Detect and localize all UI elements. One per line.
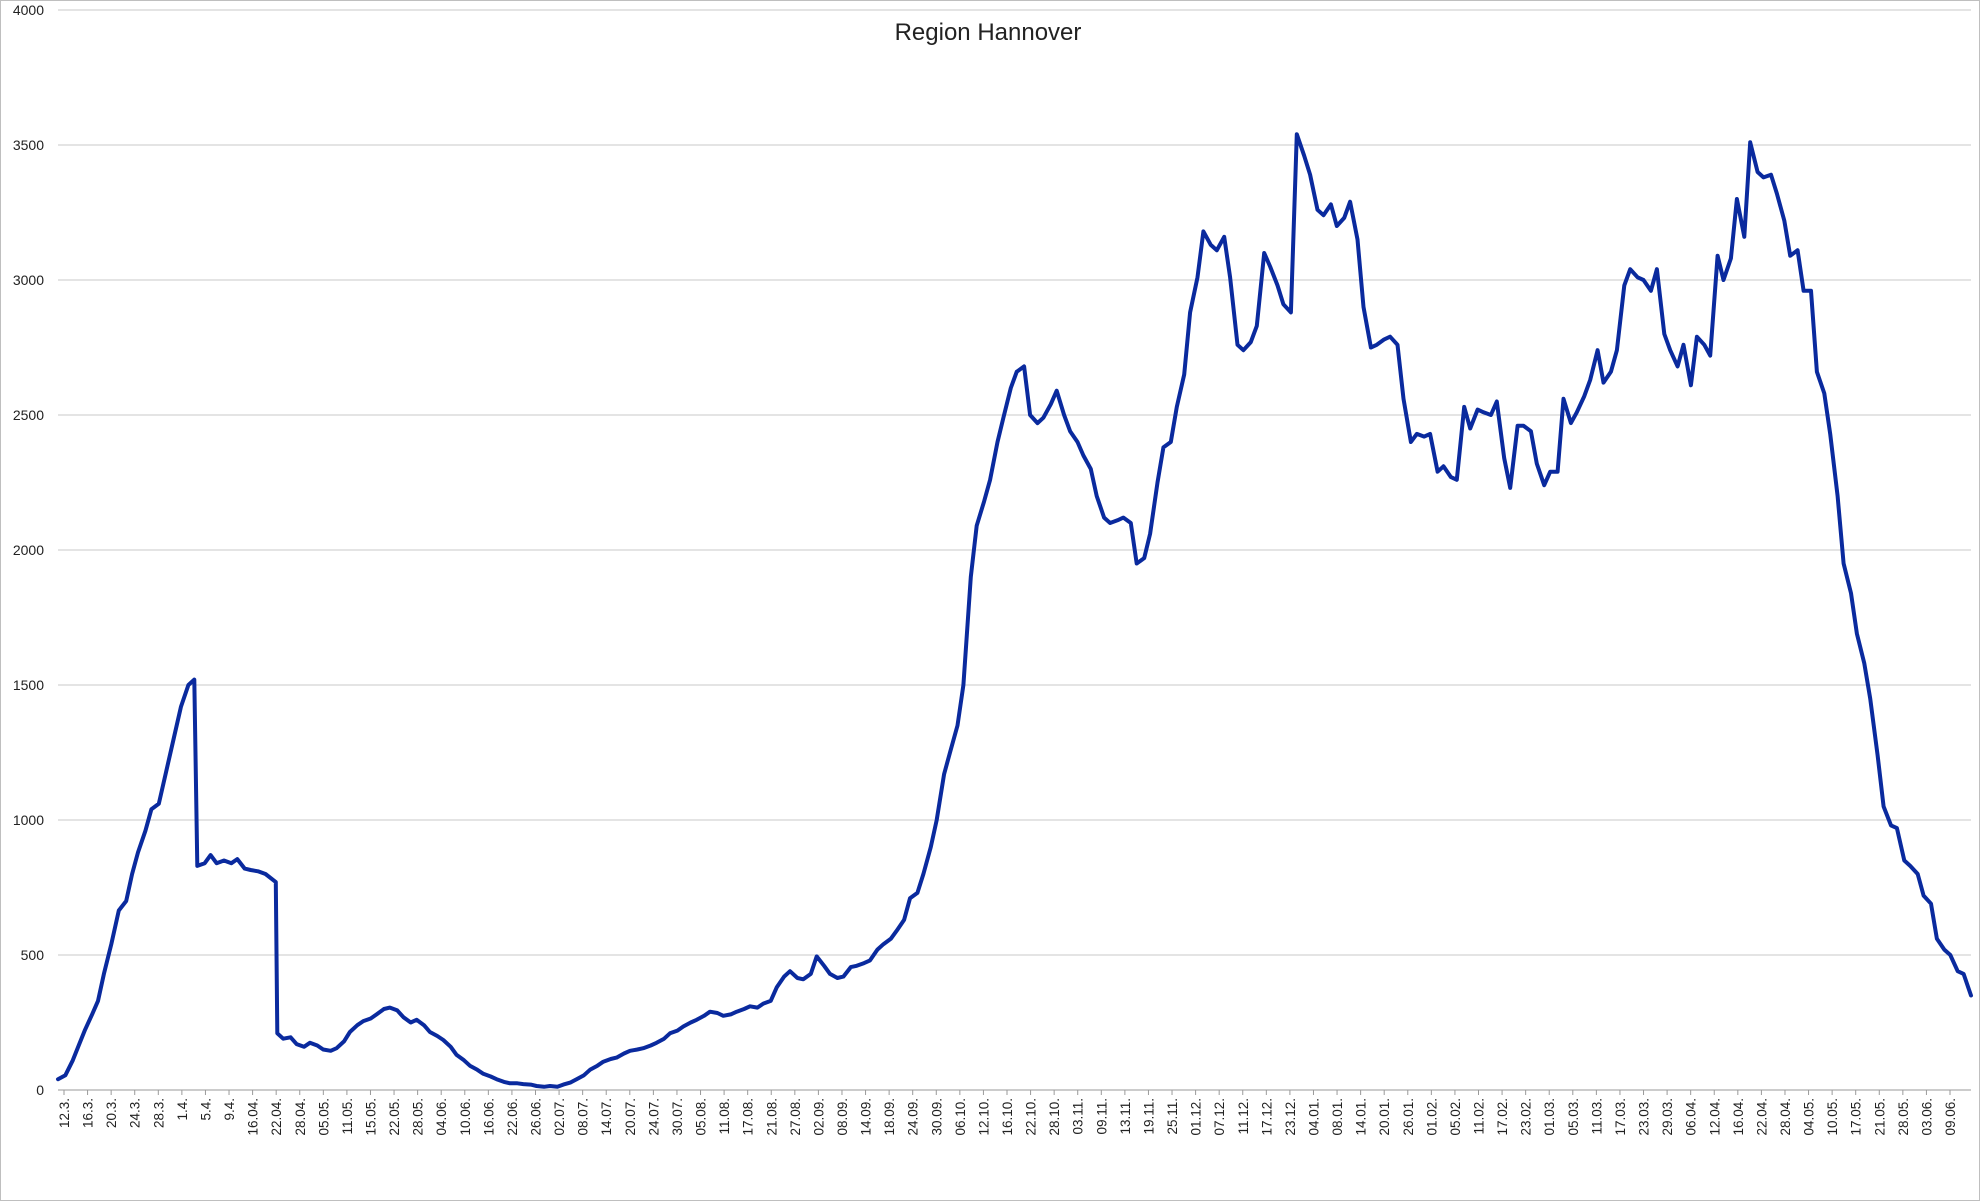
x-tick-label: 17.05. (1849, 1098, 1864, 1136)
x-tick-label: 16.04. (246, 1098, 261, 1136)
x-tick-label: 22.05. (387, 1098, 402, 1136)
x-tick-label: 19.11. (1141, 1098, 1156, 1135)
x-tick-label: 28.04. (1778, 1098, 1793, 1136)
x-tick-label: 06.10. (953, 1098, 968, 1136)
series-line (56, 132, 1973, 1089)
x-tick-label: 27.08. (788, 1098, 803, 1136)
x-tick-label: 15.05. (363, 1098, 378, 1136)
y-tick-label: 4000 (13, 2, 44, 18)
x-tick-label: 02.09. (811, 1098, 826, 1136)
x-tick-label: 14.09. (859, 1098, 874, 1136)
x-tick-label: 01.12. (1189, 1098, 1204, 1136)
x-tick-label: 04.05. (1802, 1098, 1817, 1136)
x-tick-label: 16.04. (1731, 1098, 1746, 1136)
x-tick-label: 11.12. (1236, 1098, 1251, 1135)
x-tick-label: 21.05. (1872, 1098, 1887, 1136)
x-tick-label: 08.01. (1330, 1098, 1345, 1136)
x-tick-label: 17.02. (1495, 1098, 1510, 1136)
series-group (56, 132, 1973, 1089)
x-tick-label: 16.10. (1000, 1098, 1015, 1136)
y-axis-ticks: 0 500 1000 1500 2000 2500 3000 3500 4000 (13, 2, 44, 1098)
x-tick-label: 29.03. (1660, 1098, 1675, 1136)
x-tick-label: 04.01. (1306, 1098, 1321, 1136)
x-tick-label: 22.06. (505, 1098, 520, 1136)
y-tick-label: 500 (21, 947, 45, 963)
x-tick-label: 03.11. (1071, 1098, 1086, 1135)
x-tick-label: 07.12. (1212, 1098, 1227, 1136)
x-tick-label: 09.06. (1943, 1098, 1958, 1136)
x-tick-label: 04.06. (434, 1098, 449, 1136)
x-tick-label: 22.04. (269, 1098, 284, 1136)
x-tick-label: 02.07. (552, 1098, 567, 1136)
x-tick-label: 22.10. (1024, 1098, 1039, 1136)
x-tick-label: 1.4. (175, 1098, 190, 1121)
x-tick-label: 05.02. (1448, 1098, 1463, 1136)
x-tick-label: 01.02. (1424, 1098, 1439, 1136)
x-tick-label: 23.12. (1283, 1098, 1298, 1136)
x-tick-label: 28.04. (293, 1098, 308, 1136)
x-tick-label: 05.05. (316, 1098, 331, 1136)
x-tick-label: 12.10. (976, 1098, 991, 1136)
x-tick-label: 17.03. (1613, 1098, 1628, 1136)
y-tick-label: 2000 (13, 542, 44, 558)
x-tick-label: 21.08. (764, 1098, 779, 1136)
x-tick-label: 24.3. (128, 1098, 143, 1128)
y-tick-label: 3000 (13, 272, 44, 288)
y-tick-label: 3500 (13, 137, 44, 153)
y-tick-label: 1500 (13, 677, 44, 693)
x-tick-label: 11.05. (340, 1098, 355, 1135)
y-tick-label: 0 (36, 1082, 44, 1098)
x-tick-label: 28.10. (1047, 1098, 1062, 1136)
x-tick-label: 12.04. (1707, 1098, 1722, 1136)
x-tick-label: 01.03. (1542, 1098, 1557, 1136)
x-tick-label: 30.07. (670, 1098, 685, 1136)
x-tick-label: 28.05. (411, 1098, 426, 1136)
x-tick-label: 23.03. (1637, 1098, 1652, 1136)
x-tick-label: 20.01. (1377, 1098, 1392, 1136)
x-tick-label: 17.12. (1259, 1098, 1274, 1136)
x-tick-label: 11.03. (1589, 1098, 1604, 1135)
x-tick-label: 13.11. (1118, 1098, 1133, 1135)
x-axis-ticks: 12.3. 16.3. 20.3. 24.3. 28.3. 1.4. 5.4. 9.4. 16.… (57, 1090, 1958, 1136)
x-tick-label: 25.11. (1165, 1098, 1180, 1135)
x-tick-label: 03.06. (1919, 1098, 1934, 1136)
x-tick-label: 26.06. (529, 1098, 544, 1136)
x-tick-label: 09.11. (1094, 1098, 1109, 1135)
x-tick-label: 28.3. (151, 1098, 166, 1128)
x-tick-label: 9.4. (222, 1098, 237, 1121)
x-tick-label: 26.01. (1401, 1098, 1416, 1136)
x-tick-label: 14.07. (599, 1098, 614, 1136)
y-tick-label: 2500 (13, 407, 44, 423)
x-tick-label: 17.08. (741, 1098, 756, 1136)
x-tick-label: 05.08. (694, 1098, 709, 1136)
x-tick-label: 18.09. (882, 1098, 897, 1136)
x-tick-label: 08.07. (576, 1098, 591, 1136)
x-tick-label: 14.01. (1354, 1098, 1369, 1136)
x-tick-label: 10.06. (458, 1098, 473, 1136)
x-tick-label: 30.09. (929, 1098, 944, 1136)
x-tick-label: 24.07. (646, 1098, 661, 1136)
x-tick-label: 20.07. (623, 1098, 638, 1136)
x-tick-label: 06.04. (1684, 1098, 1699, 1136)
x-tick-label: 20.3. (104, 1098, 119, 1128)
x-tick-label: 10.05. (1825, 1098, 1840, 1136)
x-tick-label: 16.3. (81, 1098, 96, 1128)
x-tick-label: 28.05. (1896, 1098, 1911, 1136)
x-tick-label: 16.06. (481, 1098, 496, 1136)
x-tick-label: 5.4. (198, 1098, 213, 1121)
x-tick-label: 23.02. (1519, 1098, 1534, 1136)
chart-title: Region Hannover (895, 19, 1082, 46)
x-tick-label: 24.09. (906, 1098, 921, 1136)
x-tick-label: 12.3. (57, 1098, 72, 1128)
gridlines (58, 9, 1971, 1091)
x-tick-label: 08.09. (835, 1098, 850, 1136)
y-tick-label: 1000 (13, 812, 44, 828)
x-tick-label: 11.02. (1472, 1098, 1487, 1135)
x-tick-label: 11.08. (717, 1098, 732, 1135)
x-tick-label: 05.03. (1566, 1098, 1581, 1136)
x-tick-label: 22.04. (1754, 1098, 1769, 1136)
